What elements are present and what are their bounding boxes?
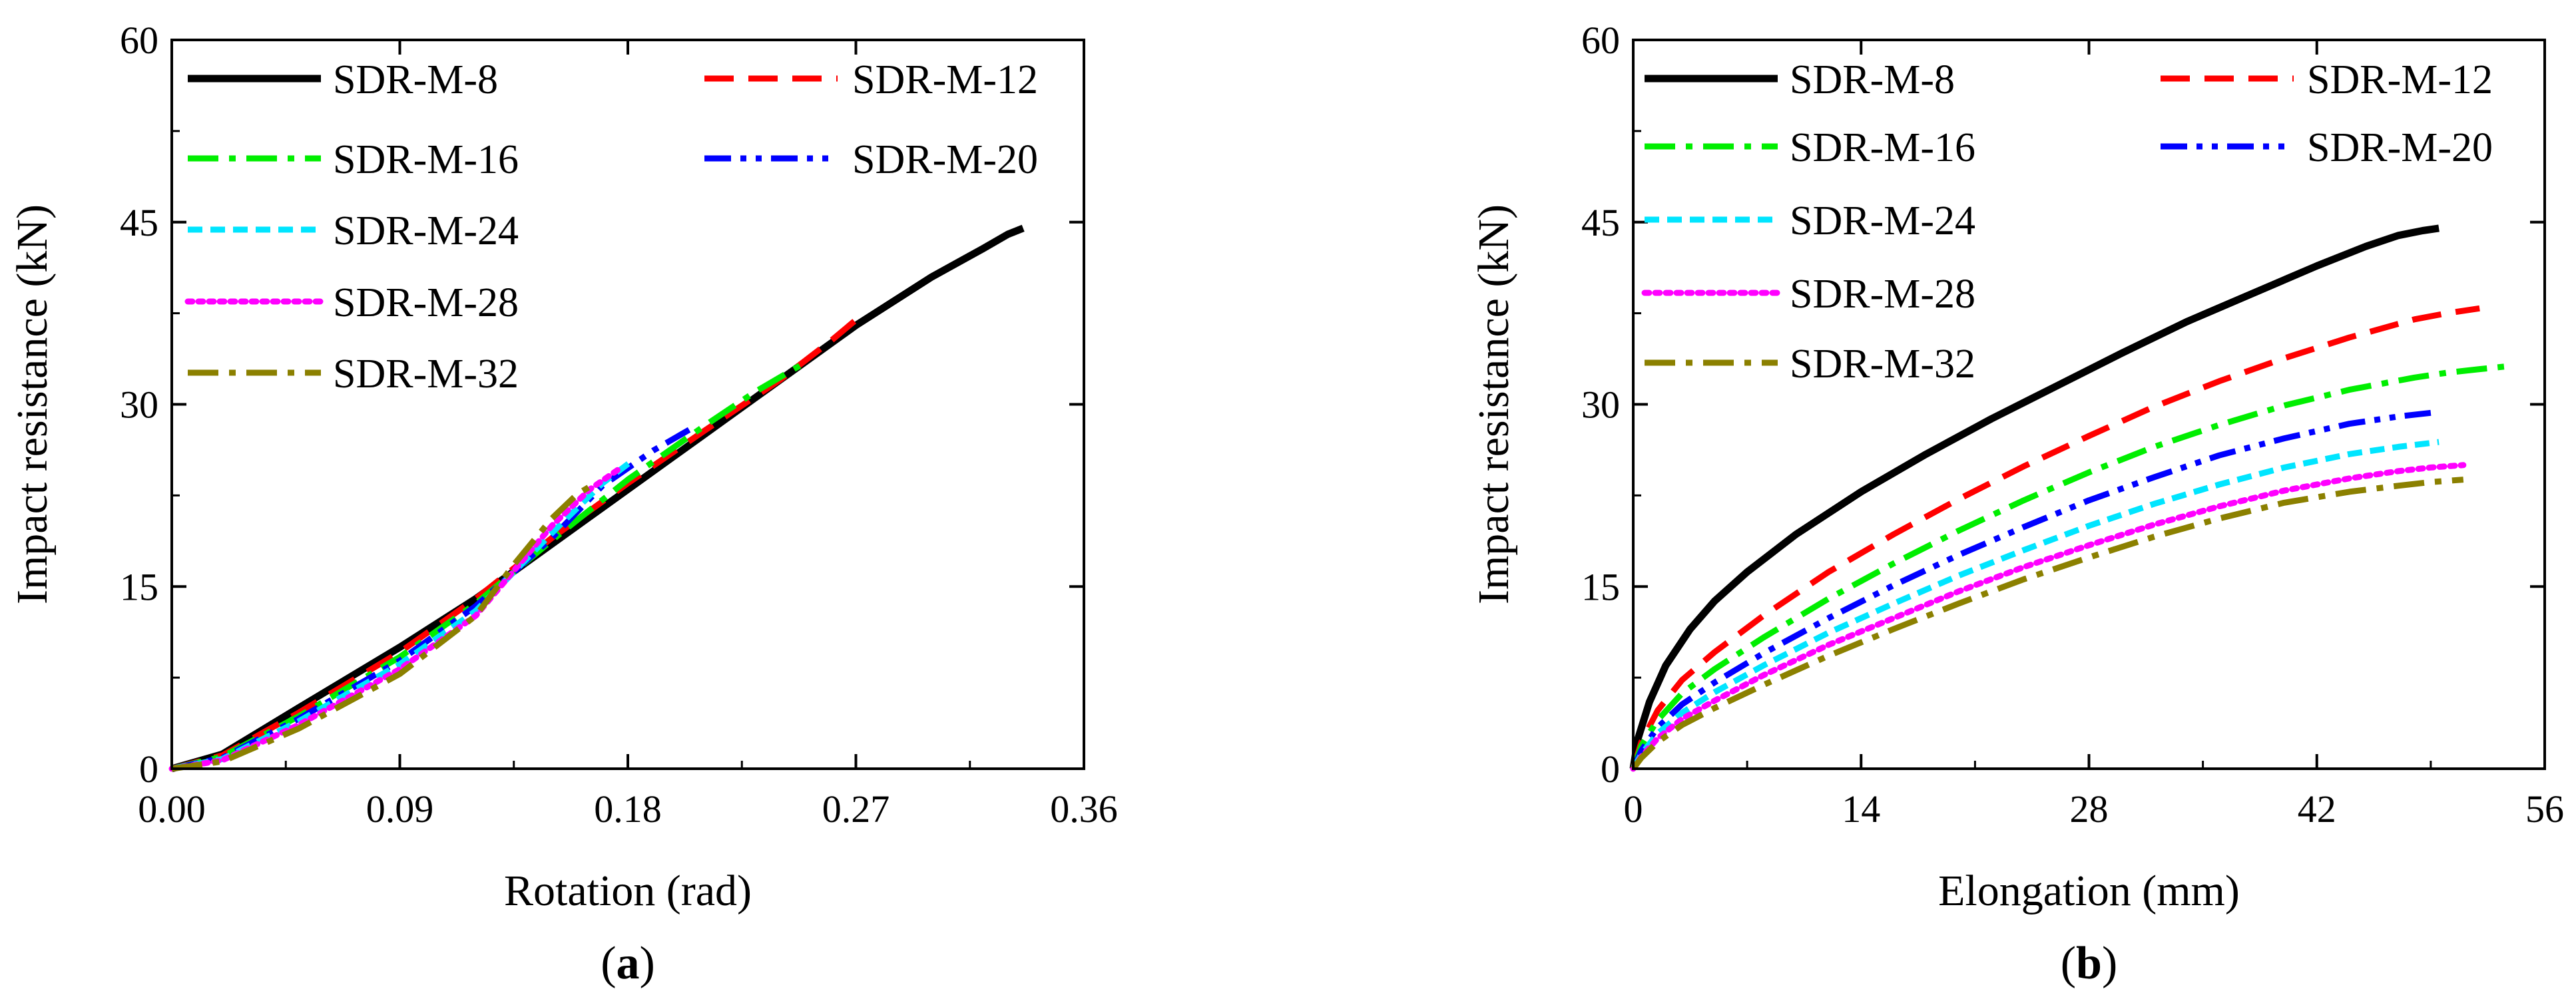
legend-label-sdr-m-32: SDR-M-32: [1790, 341, 1975, 387]
series-line-sdr-m-16: [170, 363, 802, 772]
series-line-sdr-m-24: [171, 457, 635, 772]
series-line-sdr-m-28: [168, 467, 621, 772]
y-axis-title: Impact resistance (kN): [8, 204, 57, 604]
x-tick-label: 42: [2298, 787, 2336, 831]
series-line-sdr-m-12: [170, 313, 863, 772]
panel-label: (a): [601, 938, 655, 989]
series-line-sdr-m-16: [1630, 363, 2505, 770]
legend-label-sdr-m-20: SDR-M-20: [852, 137, 1038, 182]
legend-label-sdr-m-28: SDR-M-28: [333, 280, 519, 325]
x-tick-label: 28: [2070, 787, 2109, 831]
series-line-sdr-m-8: [170, 224, 1025, 773]
y-tick-label: 0: [1601, 747, 1620, 791]
legend-label-sdr-m-12: SDR-M-12: [2307, 57, 2493, 102]
panel-label: (b): [2061, 938, 2118, 989]
legend: SDR-M-8 SDR-M-12 SDR-M-16 SDR-M-20 SDR-M-24 S…: [1641, 57, 2493, 387]
panel-b: 0 14 28 42 56 0 15 30 45 60 Elongation (mm) Impact …: [1469, 19, 2564, 989]
y-tick-label: 45: [120, 201, 158, 244]
y-tick-label: 30: [1581, 383, 1620, 427]
legend-label-sdr-m-8: SDR-M-8: [1790, 57, 1955, 102]
x-tick-label: 0.27: [822, 787, 890, 831]
series-line-sdr-m-32: [171, 479, 599, 772]
series-line-sdr-m-24: [1631, 439, 2440, 771]
panel-a: 0.00 0.09 0.18 0.27 0.36 0 15 30 45 60 Rotation (r…: [8, 19, 1118, 989]
x-tick-label: 56: [2525, 787, 2564, 831]
x-tick-label: 0.36: [1050, 787, 1118, 831]
series-line-sdr-m-20: [171, 426, 693, 772]
y-tick-label: 45: [1581, 201, 1620, 244]
y-tick-label: 60: [1581, 19, 1620, 62]
x-tick-label: 0.09: [366, 787, 434, 831]
x-tick-label: 0: [1624, 787, 1643, 831]
series-line-sdr-m-28: [1630, 462, 2467, 772]
legend-label-sdr-m-32: SDR-M-32: [333, 351, 519, 397]
series-line-sdr-m-32: [1631, 477, 2464, 771]
legend-label-sdr-m-12: SDR-M-12: [852, 57, 1038, 102]
x-axis-title: Elongation (mm): [1938, 867, 2240, 915]
y-tick-label: 15: [120, 565, 158, 608]
y-tick-label: 0: [139, 747, 158, 791]
y-axis-title: Impact resistance (kN): [1469, 204, 1518, 604]
y-tick-label: 30: [120, 383, 158, 427]
x-tick-label: 14: [1842, 787, 1880, 831]
series-line-sdr-m-12: [1630, 305, 2480, 770]
legend: SDR-M-8 SDR-M-12 SDR-M-16 SDR-M-20 SDR-M-24 S…: [184, 57, 1038, 397]
legend-label-sdr-m-8: SDR-M-8: [333, 57, 498, 102]
legend-label-sdr-m-20: SDR-M-20: [2307, 125, 2493, 170]
legend-label-sdr-m-16: SDR-M-16: [333, 137, 519, 182]
legend-label-sdr-m-28: SDR-M-28: [1790, 272, 1975, 317]
y-tick-label: 60: [120, 19, 158, 62]
x-tick-label: 0.18: [594, 787, 662, 831]
series-line-sdr-m-8: [1629, 224, 2440, 769]
legend-label-sdr-m-24: SDR-M-24: [333, 208, 519, 254]
x-axis-title: Rotation (rad): [504, 867, 752, 915]
y-tick-label: 15: [1581, 565, 1620, 608]
x-tick-label: 0.00: [138, 787, 206, 831]
legend-label-sdr-m-24: SDR-M-24: [1790, 198, 1975, 244]
series-line-sdr-m-20: [1630, 409, 2432, 770]
legend-label-sdr-m-16: SDR-M-16: [1790, 125, 1975, 170]
